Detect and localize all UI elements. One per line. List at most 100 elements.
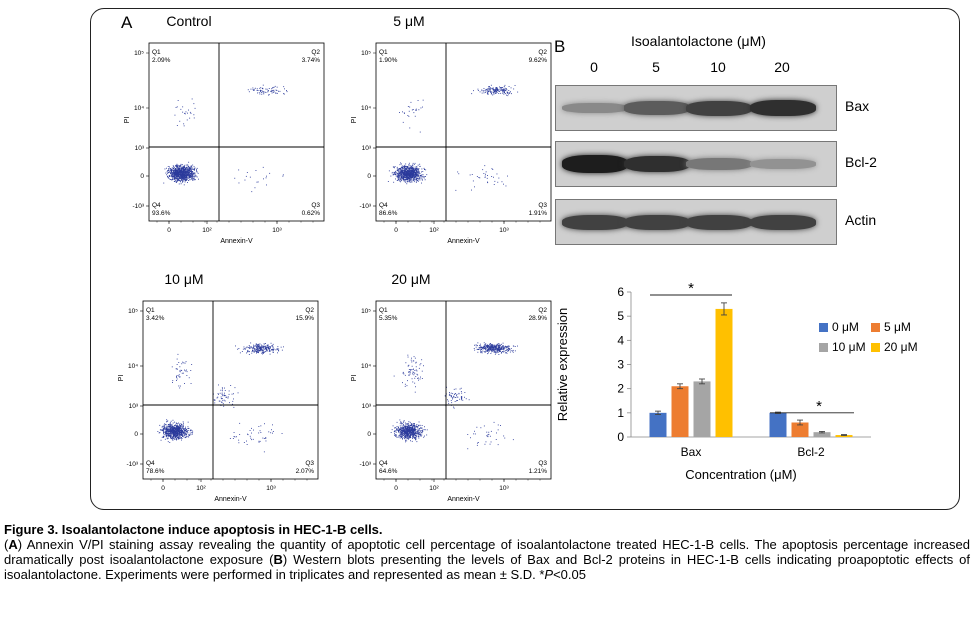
lane-label: 0 (590, 59, 598, 75)
caption-a-text: ) Annexin V/PI staining assay revealing … (4, 537, 970, 567)
quadrant-label: 2.07% (296, 468, 315, 475)
category-label: Bcl-2 (797, 445, 825, 459)
x-tick-label: 10² (202, 227, 212, 234)
bar (649, 412, 667, 437)
y-tick-label: 10³ (129, 403, 139, 410)
quadrant-label: Q4 (146, 460, 155, 467)
quadrant-label: 78.6% (146, 468, 165, 475)
caption-p-italic: P (544, 567, 554, 582)
y-tick-label: 10⁴ (128, 363, 138, 370)
quadrant-label: Q1 (146, 307, 155, 314)
y-tick-label: 2 (617, 382, 624, 396)
protein-band (686, 214, 752, 230)
y-axis-title: PI (118, 375, 125, 382)
y-tick-label: 10⁵ (128, 308, 138, 315)
y-tick-label: 10³ (362, 403, 372, 410)
panel-a-letter: A (121, 13, 133, 32)
protein-band (624, 214, 690, 230)
blot-label: Bcl-2 (845, 154, 877, 170)
bar (769, 412, 787, 437)
bar (715, 308, 733, 437)
quadrant-label: 64.6% (379, 468, 398, 475)
x-tick-label: 10² (429, 227, 439, 234)
x-tick-label: 10³ (499, 485, 509, 492)
y-tick-label: 10⁵ (361, 308, 371, 315)
lane-label: 5 (652, 59, 660, 75)
quadrant-label: 15.9% (296, 315, 315, 322)
quadrant-label: 3.42% (146, 315, 165, 322)
protein-band (624, 101, 690, 115)
lane-label: 10 (710, 59, 726, 75)
blot-label: Bax (845, 98, 870, 114)
lane-label: 20 (774, 59, 790, 75)
flow-plot-title: 5 μM (393, 13, 425, 29)
y-tick-label: 5 (617, 309, 624, 323)
y-axis-title: PI (351, 375, 358, 382)
quadrant-label: 2.09% (152, 57, 171, 64)
figure-caption: Figure 3. Isoalantolactone induce apopto… (4, 522, 970, 582)
legend-swatch (871, 323, 880, 332)
bar-chart: 0 1 2 3 4 5 6 Relative expression Bax Bcl-2 * * Conc… (555, 280, 918, 482)
x-tick-label: 0 (394, 227, 398, 234)
plot-border (375, 300, 552, 480)
y-axis-title: PI (124, 117, 131, 124)
significance-mark: * (816, 398, 822, 415)
figure-frame: A Control Q1 2.09% Q2 3.74% Q4 93.6% Q3 0.62% 10⁵… (90, 8, 960, 510)
x-tick-label: 10² (429, 485, 439, 492)
x-tick-label: 0 (394, 485, 398, 492)
bar (791, 422, 809, 437)
legend-label: 20 μM (884, 340, 918, 354)
plot-border (142, 300, 319, 480)
protein-band (750, 159, 816, 169)
caption-b-text: ) Western blots presenting the levels of… (4, 552, 971, 582)
bar (813, 432, 831, 437)
quadrant-label: 1.91% (529, 210, 548, 217)
quadrant-label: Q3 (311, 202, 320, 209)
quadrant-label: Q4 (379, 202, 388, 209)
quadrant-label: 86.6% (379, 210, 398, 217)
quadrant-label: Q3 (538, 460, 547, 467)
y-tick-label: 4 (617, 333, 624, 347)
legend-swatch (819, 343, 828, 352)
legend-label: 0 μM (832, 320, 859, 334)
y-tick-label: -10³ (132, 203, 144, 210)
plot-border (375, 42, 552, 222)
quadrant-label: 3.74% (302, 57, 321, 64)
scatter-points (390, 342, 518, 450)
scatter-points (387, 84, 519, 191)
x-axis-title: Annexin-V (447, 496, 480, 503)
quadrant-label: 9.62% (529, 57, 548, 64)
y-tick-label: 10⁴ (361, 363, 371, 370)
caption-title: Figure 3. Isoalantolactone induce apopto… (4, 522, 383, 537)
caption-p-rest: <0.05 (553, 567, 586, 582)
quadrant-label: Q4 (379, 460, 388, 467)
x-axis-title: Concentration (μM) (685, 467, 797, 482)
quadrant-label: 28.9% (529, 315, 548, 322)
protein-band (562, 214, 628, 230)
caption-body: (A) Annexin V/PI staining assay revealin… (4, 537, 971, 582)
y-axis-title: PI (351, 117, 358, 124)
quadrant-label: Q2 (305, 307, 314, 314)
quadrant-label: Q2 (538, 49, 547, 56)
y-tick-label: 0 (134, 431, 138, 438)
flow-plot-title: 10 μM (164, 271, 204, 287)
bar (671, 386, 689, 437)
x-axis-title: Annexin-V (447, 238, 480, 245)
quadrant-label: 1.21% (529, 468, 548, 475)
flow-plot-title: Control (166, 13, 212, 29)
x-tick-label: 0 (161, 485, 165, 492)
x-axis-title: Annexin-V (214, 496, 247, 503)
x-tick-label: 10² (196, 485, 206, 492)
y-tick-label: -10³ (126, 461, 138, 468)
protein-band (686, 100, 752, 116)
quadrant-label: 93.6% (152, 210, 171, 217)
legend-label: 10 μM (832, 340, 866, 354)
legend-swatch (871, 343, 880, 352)
blot-label: Actin (845, 212, 877, 228)
quadrant-label: 0.62% (302, 210, 321, 217)
y-tick-label: 10⁴ (134, 105, 144, 112)
quadrant-label: Q1 (152, 49, 161, 56)
quadrant-label: Q2 (538, 307, 547, 314)
